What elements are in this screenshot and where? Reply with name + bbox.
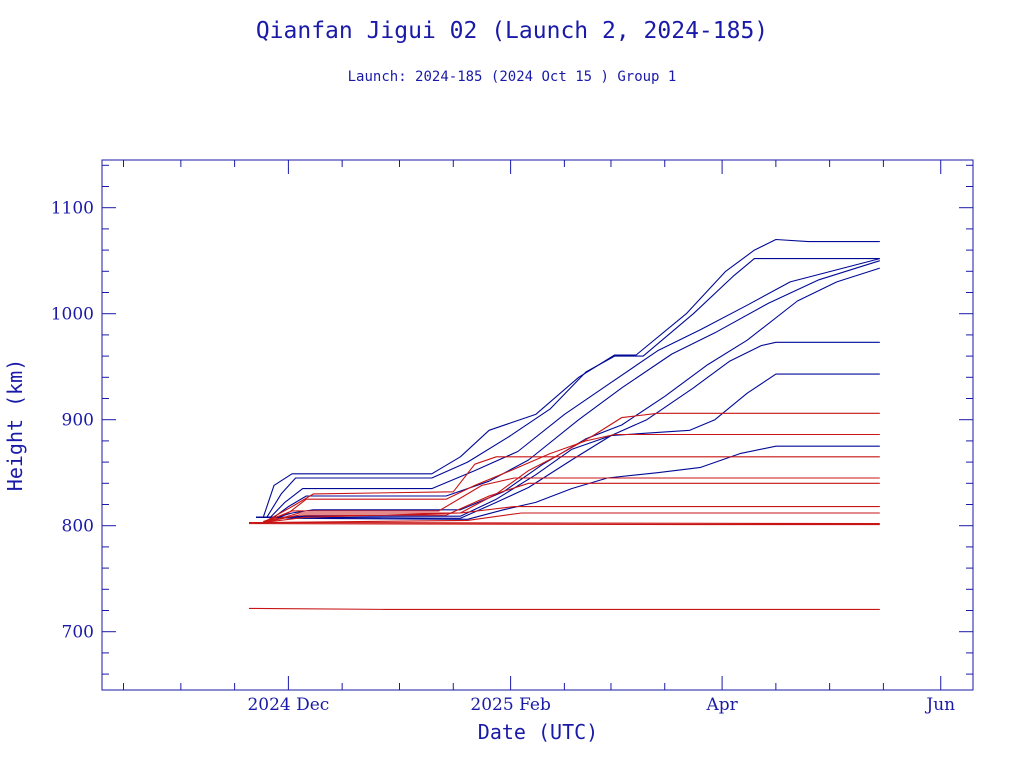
y-tick-label: 800: [62, 517, 94, 537]
y-tick-label: 1000: [51, 305, 94, 325]
series-line-10: [263, 433, 880, 523]
series-line-6: [256, 341, 880, 518]
chart-subtitle: Launch: 2024-185 (2024 Oct 15 ) Group 1: [348, 69, 677, 85]
y-tick-label: 900: [62, 411, 94, 431]
x-tick-label: Apr: [705, 695, 738, 715]
series-line-5: [256, 267, 880, 518]
series-line-12: [263, 477, 880, 524]
series-line-1: [256, 238, 880, 518]
plot-frame: [101, 159, 974, 691]
series-line-15: [263, 512, 880, 524]
x-axis-label: Date (UTC): [478, 720, 598, 744]
series-line-4: [256, 260, 880, 518]
y-tick-label: 700: [62, 623, 94, 643]
series-line-18: [248, 607, 880, 610]
y-axis: 700 800 900 1000 1100: [51, 164, 973, 675]
series-line-14: [263, 506, 880, 524]
series-line-2: [256, 258, 880, 518]
series-layer: [248, 238, 880, 610]
chart-title: Qianfan Jigui 02 (Launch 2, 2024-185): [256, 18, 768, 44]
x-tick-label: 2025 Feb: [470, 695, 551, 715]
x-tick-label: 2024 Dec: [247, 695, 329, 715]
series-line-3: [256, 258, 880, 518]
y-tick-label: 1100: [51, 199, 94, 219]
series-line-13: [263, 482, 880, 524]
series-line-9: [263, 412, 880, 523]
x-tick-label: Jun: [924, 695, 955, 715]
series-line-11: [263, 456, 880, 523]
series-line-16: [248, 521, 880, 525]
y-axis-label: Height (km): [3, 359, 27, 491]
series-line-17: [248, 523, 880, 526]
x-axis: 2024 Dec 2025 Feb Apr Jun: [123, 160, 955, 715]
